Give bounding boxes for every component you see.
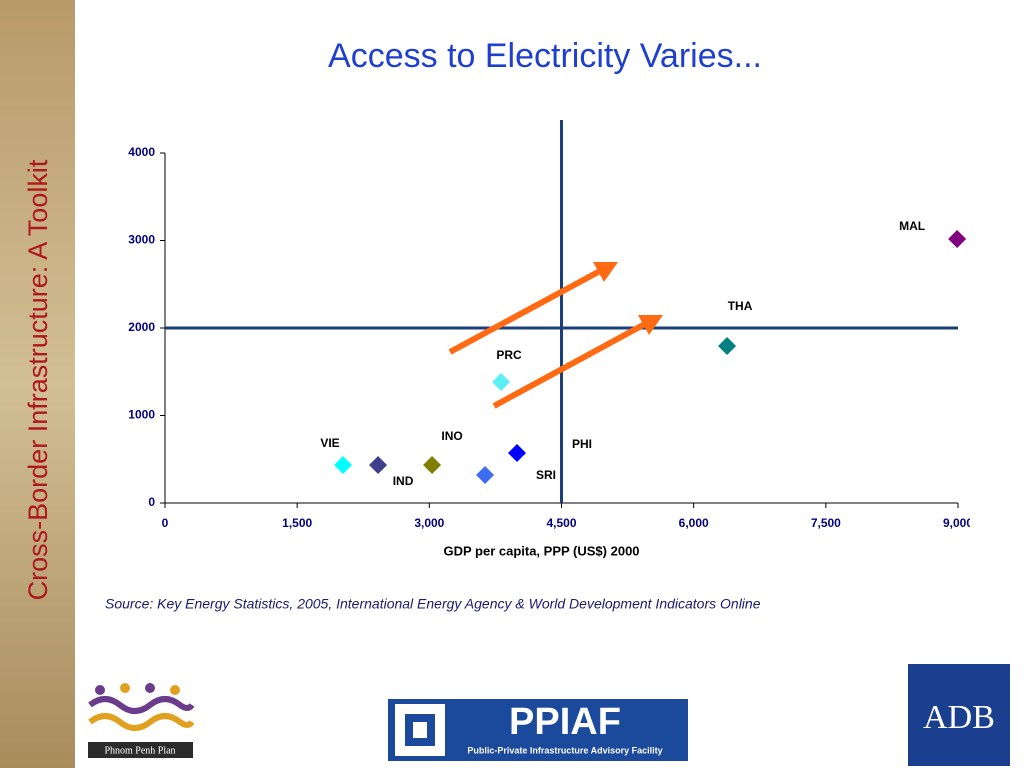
- point: [333, 456, 352, 475]
- point: [492, 372, 511, 391]
- arrow: [448, 268, 602, 355]
- point: [948, 230, 967, 249]
- y-tick-label: 0: [148, 495, 155, 509]
- arrow-head: [593, 262, 618, 282]
- y-tick-label: 2000: [128, 320, 155, 334]
- logo-left: Phnom Penh Plan: [88, 683, 195, 758]
- x-axis-label: GDP per capita, PPP (US$) 2000: [443, 543, 639, 558]
- x-tick-label: 3,000: [414, 516, 444, 530]
- logo-text: ADB: [923, 699, 995, 736]
- sidebar-bg: [0, 0, 75, 768]
- point-label: IND: [393, 474, 414, 488]
- point-label: PRC: [496, 348, 522, 362]
- point: [423, 456, 442, 475]
- x-tick-label: 9,000: [943, 516, 973, 530]
- point-label: SRI: [536, 468, 556, 482]
- point: [369, 456, 388, 475]
- point-label: PHI: [572, 437, 592, 451]
- x-tick-label: 1,500: [282, 516, 312, 530]
- point-label: MAL: [899, 219, 925, 233]
- arrow: [492, 321, 647, 409]
- arrow-head: [638, 315, 663, 335]
- logo-right: ADB: [908, 664, 1010, 766]
- point-label: VIE: [320, 436, 339, 450]
- y-tick-label: 4000: [128, 145, 155, 159]
- x-tick-label: 6,000: [679, 516, 709, 530]
- logo-text: PPIAF: [509, 701, 621, 743]
- point-label: INO: [441, 429, 462, 443]
- sidebar-text: Cross-Border Infrastructure: A Toolkit: [23, 159, 53, 600]
- plot: 0 1000 2000 3000 4000 0 1,500 3,000 4,500 6,000 7,…: [128, 120, 973, 558]
- logo-center: PPIAF Public-Private Infrastructure Advi…: [388, 699, 688, 761]
- point: [476, 466, 495, 484]
- x-tick-label: 7,500: [811, 516, 841, 530]
- point: [718, 337, 737, 356]
- arrows: [448, 262, 663, 409]
- y-tick-label: 3000: [128, 233, 155, 247]
- x-tick-label: 4,500: [546, 516, 576, 530]
- point: [508, 444, 527, 463]
- point-label: THA: [728, 299, 753, 313]
- logo-text: Phnom Penh Plan: [104, 745, 175, 756]
- logo-subtext: Public-Private Infrastructure Advisory F…: [467, 745, 662, 755]
- x-tick-label: 0: [162, 516, 169, 530]
- slide-title: Access to Electricity Varies...: [328, 37, 762, 75]
- y-tick-label: 1000: [128, 408, 155, 422]
- source-note: Source: Key Energy Statistics, 2005, Int…: [105, 596, 761, 612]
